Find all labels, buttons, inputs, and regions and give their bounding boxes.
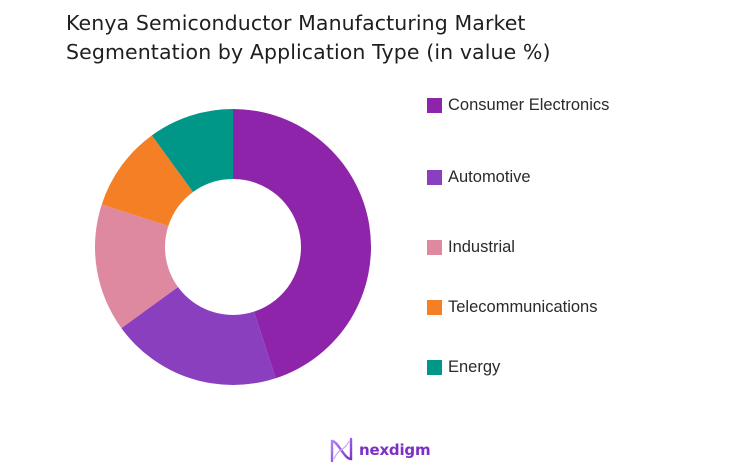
- legend-label: Consumer Electronics: [448, 96, 610, 114]
- legend-swatch: [427, 98, 442, 113]
- nexdigm-logo-icon: [330, 437, 353, 463]
- legend-item-telecommunications: Telecommunications: [427, 298, 597, 317]
- brand-name: nexdigm: [359, 441, 431, 459]
- legend-swatch: [427, 360, 442, 375]
- legend-label: Telecommunications: [448, 298, 598, 316]
- donut-slice-industrial: [94, 204, 178, 329]
- legend-label: Industrial: [448, 238, 515, 256]
- legend-swatch: [427, 300, 442, 315]
- chart-title-line-2: Segmentation by Application Type (in val…: [66, 40, 551, 64]
- donut-slice-telecommunications: [101, 135, 194, 226]
- legend-item-automotive: Automotive: [427, 168, 531, 187]
- legend-swatch: [427, 170, 442, 185]
- legend-label: Automotive: [448, 168, 531, 186]
- chart-title-line-1: Kenya Semiconductor Manufacturing Market: [66, 11, 526, 35]
- legend-label: Energy: [448, 358, 501, 376]
- legend-item-consumer-electronics: Consumer Electronics: [427, 96, 609, 115]
- legend-item-energy: Energy: [427, 358, 500, 377]
- donut-slice-automotive: [121, 286, 276, 386]
- brand-logo: nexdigm: [330, 437, 431, 463]
- legend-item-industrial: Industrial: [427, 238, 515, 257]
- donut-slice-consumer-electronics: [233, 109, 371, 379]
- legend-swatch: [427, 240, 442, 255]
- donut-slice-energy: [151, 109, 233, 192]
- chart-title: Kenya Semiconductor Manufacturing Market…: [66, 9, 551, 67]
